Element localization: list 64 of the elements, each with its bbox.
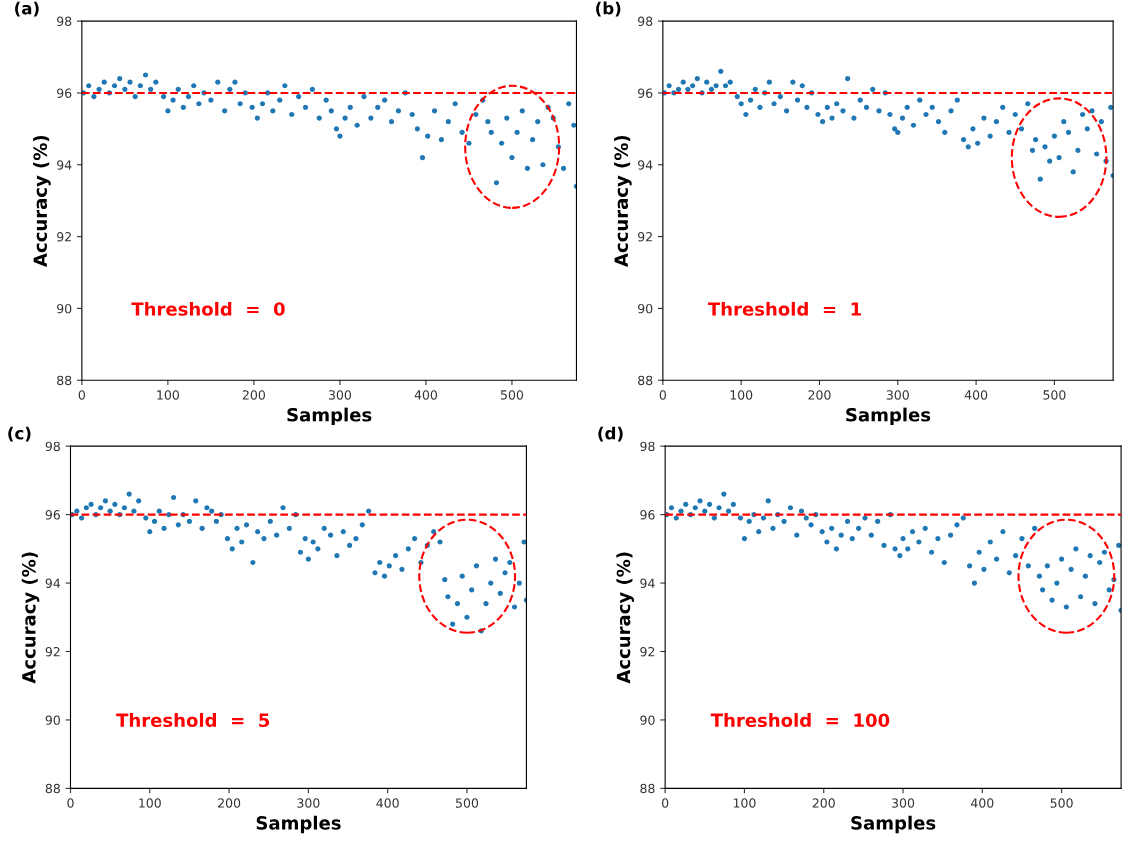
y-tick-label: 96 [45,510,60,520]
x-axis-title: Samples [287,407,372,426]
y-tick-label: 98 [640,441,655,452]
x-tick-label: 0 [661,798,669,808]
y-axis-title: Accuracy (%) [616,552,634,684]
x-tick-label: 400 [964,390,988,400]
y-tick-label: 92 [640,646,655,657]
x-axis-title: Samples [256,815,341,834]
annotation: Threshold = 0 [131,301,285,316]
x-tick-label: 100 [139,798,161,808]
x-tick-label: 200 [812,798,835,808]
x-tick-label: 100 [730,390,753,400]
x-tick-label: 0 [78,390,86,400]
chart-title: (c) [8,426,31,442]
y-tick-label: 90 [45,715,60,725]
x-tick-label: 500 [1043,390,1066,400]
y-tick-label: 92 [45,646,60,657]
x-tick-label: 200 [218,798,241,808]
chart-title: (d) [598,426,623,442]
annotation: Threshold = 100 [710,713,890,728]
y-tick-label: 90 [640,715,655,725]
x-tick-label: 300 [886,390,909,400]
x-tick-label: 200 [242,390,265,400]
y-tick-label: 98 [45,441,60,452]
y-tick-label: 88 [640,783,655,794]
y-tick-label: 98 [57,16,72,27]
x-tick-label: 300 [328,390,352,400]
y-tick-label: 88 [45,783,60,794]
y-tick-label: 94 [57,160,72,170]
y-tick-label: 96 [57,88,72,98]
y-tick-label: 96 [640,510,655,520]
y-tick-label: 98 [638,16,653,27]
y-tick-label: 92 [638,232,652,242]
chart-title: (a) [15,1,39,17]
x-tick-label: 500 [1050,798,1073,808]
x-axis-title: Samples [846,407,931,426]
y-tick-label: 90 [638,303,653,314]
y-axis-title: Accuracy (%) [33,135,51,267]
x-tick-label: 300 [297,798,320,808]
x-tick-label: 200 [808,390,831,400]
annotation: Threshold = 5 [116,713,270,728]
x-tick-label: 400 [414,390,438,400]
y-tick-label: 96 [638,88,653,98]
annotation: Threshold = 1 [707,301,861,316]
y-tick-label: 88 [638,375,653,386]
y-axis-title: Accuracy (%) [614,135,632,267]
y-tick-label: 94 [640,578,655,588]
x-tick-label: 0 [659,390,667,400]
x-tick-label: 400 [376,798,399,808]
y-tick-label: 90 [57,303,72,314]
y-tick-label: 94 [45,578,61,588]
y-tick-label: 94 [638,160,653,170]
x-tick-label: 300 [892,798,915,808]
x-tick-label: 500 [500,390,524,400]
y-tick-label: 92 [57,232,71,242]
chart-title: (b) [596,1,621,17]
x-tick-label: 100 [733,798,756,808]
x-tick-label: 400 [971,798,994,808]
y-axis-title: Accuracy (%) [21,552,40,684]
x-tick-label: 0 [67,798,74,808]
y-tick-label: 88 [57,375,72,386]
x-tick-label: 500 [456,798,479,808]
x-axis-title: Samples [851,815,936,834]
x-tick-label: 100 [157,390,179,400]
